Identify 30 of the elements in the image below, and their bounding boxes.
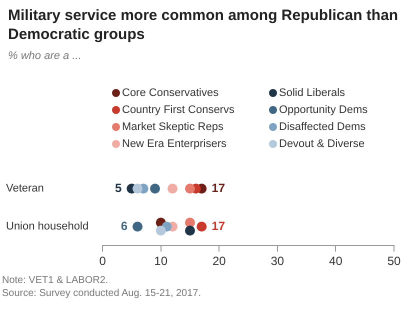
y-tick-label: Veteran xyxy=(6,182,44,195)
point xyxy=(196,222,207,232)
legend-label: Disaffected Dems xyxy=(279,120,366,132)
x-tick-label: 10 xyxy=(154,254,168,268)
point xyxy=(184,184,195,194)
legend-label: Core Conservatives xyxy=(122,86,219,98)
x-tick-label: 50 xyxy=(387,254,401,268)
x-tick-label: 40 xyxy=(329,254,343,268)
legend-label: Market Skeptic Reps xyxy=(122,120,224,132)
x-tick-label: 0 xyxy=(99,254,106,268)
legend-label: Opportunity Dems xyxy=(279,104,368,116)
point xyxy=(150,184,160,194)
point xyxy=(132,184,143,194)
data-label: 17 xyxy=(212,218,226,233)
point xyxy=(168,184,178,194)
point xyxy=(132,222,143,232)
x-tick-label: 30 xyxy=(270,254,284,268)
data-label: 5 xyxy=(115,180,122,195)
data-label: 6 xyxy=(120,218,128,233)
legend-label: New Era Enterprisers xyxy=(122,138,227,150)
legend-label: Country First Conservs xyxy=(122,104,234,116)
legend-label: Solid Liberals xyxy=(279,86,346,98)
x-tick-label: 20 xyxy=(212,254,226,268)
source-note: Source: Survey conducted Aug. 15-21, 2017. xyxy=(2,287,202,300)
legend-label: Devout & Diverse xyxy=(279,138,365,150)
chart-title: Military service more common among Republican than Democratic groups xyxy=(8,6,400,44)
y-tick-label: Union household xyxy=(6,220,89,233)
text: Note: VET1 & LABOR2. xyxy=(2,274,110,287)
chart-subtitle: % who are a ... xyxy=(8,50,82,62)
data-label: 17 xyxy=(212,180,226,195)
